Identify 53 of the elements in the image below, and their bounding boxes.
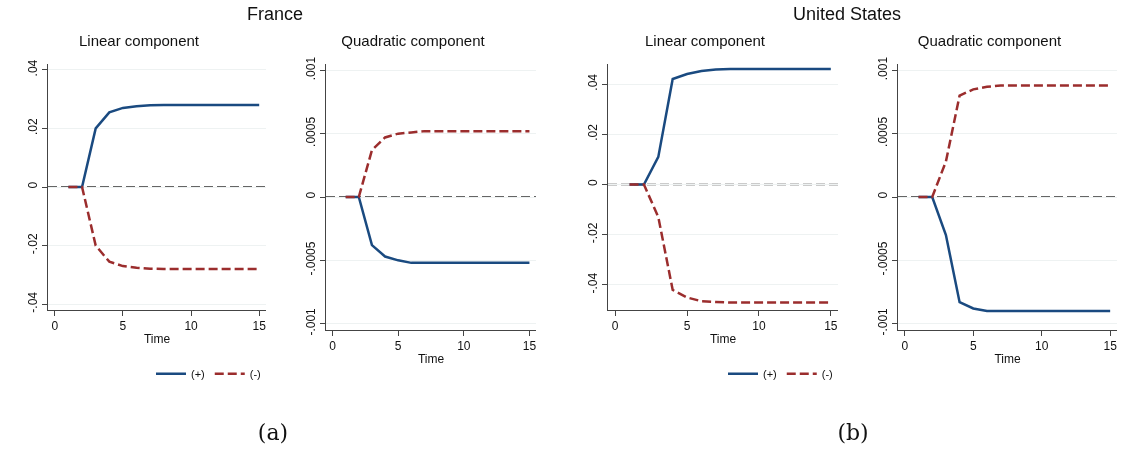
y-tick-label: .0005 bbox=[876, 116, 891, 147]
x-tick-label: 15 bbox=[522, 339, 537, 354]
text: France bbox=[246, 4, 304, 25]
y-tick-label: .02 bbox=[586, 123, 601, 141]
y-tick-label: .0005 bbox=[304, 116, 319, 147]
y-tick-label: .04 bbox=[26, 59, 41, 77]
x-tick-label: 0 bbox=[51, 319, 59, 334]
legend-label: (-) bbox=[249, 367, 261, 380]
chart-title: Quadratic component bbox=[341, 32, 486, 50]
y-tick-label: -.0005 bbox=[304, 241, 319, 276]
y-tick-label: 0 bbox=[26, 181, 41, 189]
y-tick-label: -.001 bbox=[304, 307, 319, 336]
x-tick-label: 10 bbox=[1035, 339, 1049, 354]
text: (b) bbox=[837, 420, 869, 445]
x-tick-label: 0 bbox=[901, 339, 909, 354]
line-series bbox=[344, 129, 531, 199]
y-tick-label: -.02 bbox=[26, 233, 41, 255]
x-tick-label: 0 bbox=[611, 319, 619, 334]
chart-title: Quadratic component bbox=[917, 32, 1063, 50]
legend-label: (+) bbox=[191, 367, 205, 380]
y-tick-label: .001 bbox=[876, 56, 891, 81]
x-tick-label: 15 bbox=[1103, 339, 1118, 354]
x-tick-label: 5 bbox=[119, 319, 127, 334]
y-tick-label: -.001 bbox=[876, 307, 891, 336]
x-tick-label: 10 bbox=[184, 319, 199, 334]
x-tick-label: 5 bbox=[969, 339, 977, 354]
x-axis-title: Time bbox=[417, 352, 445, 367]
y-tick-label: 0 bbox=[876, 191, 891, 199]
y-tick-label: -.04 bbox=[586, 272, 601, 294]
text: United States bbox=[792, 4, 902, 25]
x-tick-label: 10 bbox=[457, 339, 471, 354]
x-axis-title: Time bbox=[143, 332, 171, 347]
x-axis-title: Time bbox=[709, 332, 737, 347]
y-tick-label: 0 bbox=[304, 191, 319, 199]
x-tick-label: 5 bbox=[394, 339, 402, 354]
y-tick-label: .02 bbox=[26, 117, 41, 135]
legend-label: (+) bbox=[763, 367, 777, 380]
y-tick-label: -.04 bbox=[26, 291, 41, 313]
x-tick-label: 10 bbox=[752, 319, 766, 334]
x-tick-label: 15 bbox=[252, 319, 267, 334]
legend-label: (-) bbox=[821, 367, 833, 380]
chart-title: Linear component bbox=[644, 32, 766, 50]
x-tick-label: 5 bbox=[683, 319, 691, 334]
y-tick-label: 0 bbox=[586, 179, 601, 187]
y-tick-label: -.02 bbox=[586, 222, 601, 244]
chart-title: Linear component bbox=[78, 32, 200, 50]
x-tick-label: 0 bbox=[329, 339, 337, 354]
x-tick-label: 15 bbox=[824, 319, 838, 334]
y-tick-label: .04 bbox=[586, 73, 601, 91]
x-axis-title: Time bbox=[994, 352, 1021, 367]
y-tick-label: -.0005 bbox=[876, 241, 891, 276]
text: (a) bbox=[257, 420, 289, 445]
y-tick-label: .001 bbox=[304, 56, 319, 81]
